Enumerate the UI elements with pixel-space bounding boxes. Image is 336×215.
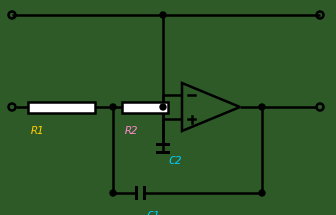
Circle shape xyxy=(160,104,166,110)
Bar xyxy=(156,143,170,146)
Bar xyxy=(156,150,170,154)
Circle shape xyxy=(110,190,116,196)
Bar xyxy=(142,186,145,200)
Text: C1: C1 xyxy=(146,211,160,215)
Text: C2: C2 xyxy=(168,156,181,166)
Bar xyxy=(122,101,168,112)
Bar xyxy=(28,101,95,112)
Circle shape xyxy=(259,190,265,196)
Text: R2: R2 xyxy=(125,126,138,136)
Circle shape xyxy=(259,104,265,110)
Bar xyxy=(134,186,137,200)
Circle shape xyxy=(160,12,166,18)
Text: R1: R1 xyxy=(31,126,44,136)
Circle shape xyxy=(110,104,116,110)
